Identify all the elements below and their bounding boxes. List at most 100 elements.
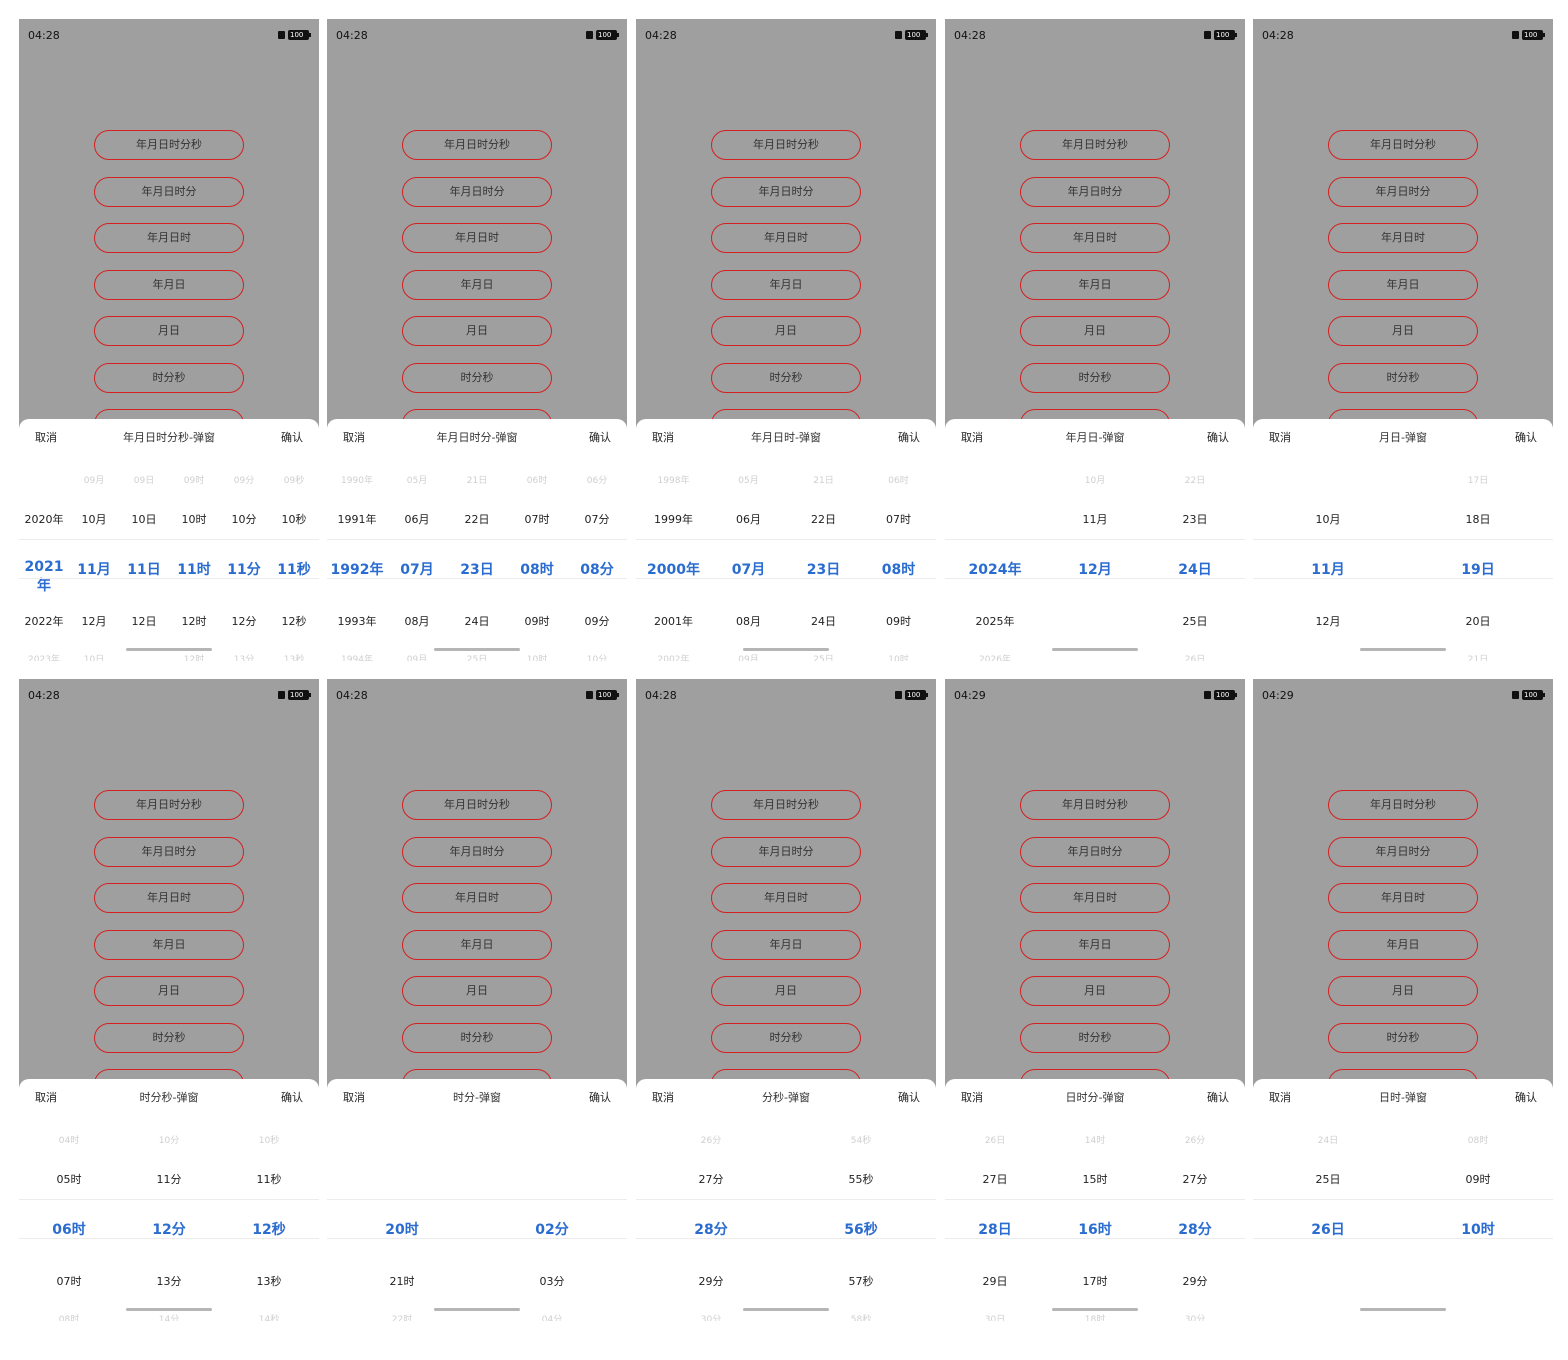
mode-button[interactable]: 时分秒 [402,362,552,393]
picker-item[interactable]: 09时 [1465,1173,1491,1186]
picker-item-selected[interactable]: 19日 [1461,562,1495,578]
picker-item-selected[interactable]: 10时 [1461,1222,1495,1238]
picker-item[interactable]: 27分 [698,1173,724,1186]
picker-item-selected[interactable]: 24日 [1178,562,1212,578]
picker-item[interactable]: 10分 [158,1136,180,1146]
picker-item[interactable]: 27日 [982,1173,1008,1186]
picker-item[interactable]: 09日 [133,476,155,486]
mode-button[interactable]: 年月日时 [94,223,244,253]
mode-button[interactable]: 年月日时 [94,883,244,913]
picker-item[interactable]: 25日 [1315,1173,1341,1186]
picker-item[interactable]: 12分 [231,615,257,628]
mode-button[interactable]: 年月日时分 [711,176,861,207]
mode-button[interactable]: 年月日时分 [402,176,552,207]
picker-item-selected[interactable]: 12月 [1078,562,1112,578]
picker-item-selected[interactable]: 28日 [978,1222,1012,1238]
picker-item[interactable]: 55秒 [848,1173,874,1186]
mode-button[interactable]: 时分秒 [711,362,861,393]
picker-item[interactable]: 11分 [156,1173,182,1186]
picker-item[interactable]: 58秒 [850,1315,872,1321]
picker-column[interactable]: 10月 11月 12月 [1253,449,1403,661]
picker-item[interactable]: 2002年 [657,655,690,661]
cancel-button[interactable]: 取消 [343,431,365,444]
mode-button[interactable]: 月日 [1020,316,1170,346]
picker-item[interactable]: 24日 [811,615,836,628]
picker-item[interactable]: 06月 [404,513,430,526]
mode-button[interactable]: 年月日时分秒 [711,790,861,820]
mode-button[interactable]: 年月日时分秒 [1328,790,1478,820]
mode-button[interactable]: 年月日时 [711,223,861,253]
mode-button[interactable]: 年月日 [1328,269,1478,300]
confirm-button[interactable]: 确认 [898,1091,920,1104]
picker-item[interactable]: 08时 [1467,1136,1489,1146]
picker-item-selected[interactable]: 28分 [694,1222,728,1238]
picker-item[interactable]: 10分 [231,513,257,526]
cancel-button[interactable]: 取消 [961,431,983,444]
picker-item[interactable]: 09秒 [283,476,305,486]
picker-item[interactable]: 1998年 [657,476,690,486]
picker-column[interactable]: 09时 10时 11时 12时 12时 [169,449,219,661]
mode-button[interactable]: 年月日时分 [94,836,244,867]
picker-item-selected[interactable]: 11秒 [277,562,311,578]
picker-column[interactable]: 09分 10分 11分 12分 13分 [219,449,269,661]
picker-item[interactable]: 04分 [541,1315,563,1321]
picker-item[interactable]: 12日 [131,615,157,628]
mode-button[interactable]: 年月日 [94,929,244,960]
picker-item[interactable]: 06时 [888,476,909,486]
picker-item[interactable]: 10时 [526,655,548,661]
picker-item[interactable]: 09分 [233,476,255,486]
cancel-button[interactable]: 取消 [961,1091,983,1104]
confirm-button[interactable]: 确认 [281,431,303,444]
picker-item[interactable]: 13分 [156,1275,182,1288]
picker-item[interactable]: 12时 [183,655,205,661]
picker-column[interactable]: 09月 10月 11月 12月 10日 [69,449,119,661]
picker-item[interactable]: 07时 [886,513,911,526]
picker-column[interactable]: 06时 07时 08时 09时 10时 [507,449,567,661]
picker-item-selected[interactable]: 07月 [400,562,434,578]
picker-item[interactable]: 22日 [811,513,836,526]
mode-button[interactable]: 时分秒 [1020,362,1170,393]
picker-column[interactable]: 04时 05时 06时 07时 08时 [19,1109,119,1321]
picker-item[interactable]: 18时 [1084,1315,1106,1321]
picker-item-selected[interactable]: 2024年 [968,562,1022,578]
mode-button[interactable]: 月日 [94,976,244,1006]
picker-item[interactable]: 13秒 [256,1275,282,1288]
confirm-button[interactable]: 确认 [589,1091,611,1104]
cancel-button[interactable]: 取消 [652,431,674,444]
picker-item[interactable]: 17日 [1467,476,1489,486]
picker-item-selected[interactable]: 12分 [152,1222,186,1238]
picker-column[interactable]: 10月 11月 12月 [1045,449,1145,661]
picker-item[interactable]: 10月 [81,513,107,526]
mode-button[interactable]: 年月日 [711,269,861,300]
picker-item-selected[interactable]: 11分 [227,562,261,578]
mode-button[interactable]: 年月日 [94,269,244,300]
mode-button[interactable]: 年月日时 [402,883,552,913]
picker-item[interactable]: 03分 [539,1275,565,1288]
picker-item[interactable]: 04时 [58,1136,80,1146]
picker-item[interactable]: 12秒 [281,615,307,628]
picker-item-selected[interactable]: 07月 [731,562,766,578]
picker-column[interactable]: 06分 07分 08分 09分 10分 [567,449,627,661]
mode-button[interactable]: 年月日时分秒 [94,790,244,820]
confirm-button[interactable]: 确认 [1207,431,1229,444]
picker-item[interactable]: 29日 [982,1275,1008,1288]
picker-column[interactable]: 54秒 55秒 56秒 57秒 58秒 [786,1109,936,1321]
picker-item-selected[interactable]: 20时 [385,1222,419,1238]
picker-column[interactable]: 14时 15时 16时 17时 18时 [1045,1109,1145,1321]
picker-item[interactable]: 06分 [586,476,608,486]
picker-item[interactable]: 30日 [984,1315,1006,1321]
picker-item[interactable]: 22日 [1184,476,1206,486]
picker-item-selected[interactable]: 08时 [520,562,554,578]
picker-item[interactable]: 21日 [466,476,488,486]
picker-item[interactable]: 1993年 [337,615,377,628]
picker-column[interactable]: 10分 11分 12分 13分 14分 [119,1109,219,1321]
mode-button[interactable]: 年月日时分 [711,836,861,867]
picker-item[interactable]: 29分 [698,1275,724,1288]
picker-item[interactable]: 26分 [700,1136,722,1146]
confirm-button[interactable]: 确认 [1207,1091,1229,1104]
picker-item-selected[interactable]: 28分 [1178,1222,1212,1238]
picker-item[interactable]: 25日 [1182,615,1208,628]
picker-item-selected[interactable]: 1992年 [330,562,384,578]
picker-item-selected[interactable]: 23日 [806,562,841,578]
picker-item[interactable]: 1999年 [654,513,693,526]
